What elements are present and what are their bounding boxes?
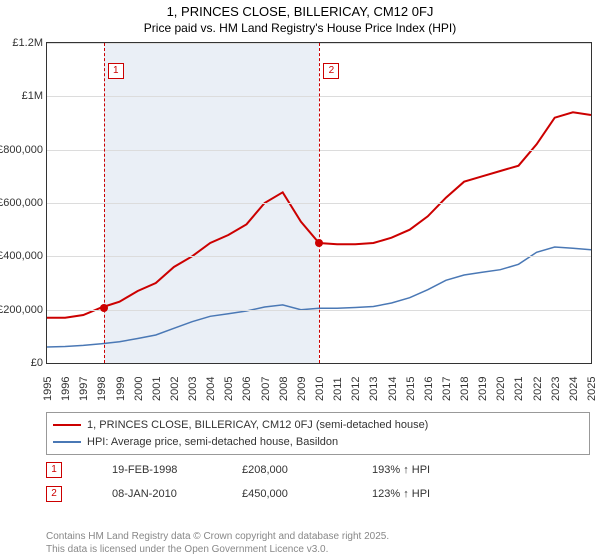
x-axis-label: 1999 xyxy=(115,377,127,401)
legend-row: 1, PRINCES CLOSE, BILLERICAY, CM12 0FJ (… xyxy=(53,417,583,434)
transaction-marker-box: 2 xyxy=(323,63,339,79)
transaction-date: 08-JAN-2010 xyxy=(112,488,192,500)
x-axis-label: 2014 xyxy=(387,377,399,401)
x-axis-label: 2022 xyxy=(532,377,544,401)
x-axis-label: 2023 xyxy=(550,377,562,401)
x-axis-label: 2003 xyxy=(187,377,199,401)
x-axis-label: 2010 xyxy=(314,377,326,401)
footer-line1: Contains HM Land Registry data © Crown c… xyxy=(46,530,389,543)
price-chart: £0£200,000£400,000£600,000£800,000£1M£1.… xyxy=(46,42,592,364)
x-axis-label: 2006 xyxy=(241,377,253,401)
transaction-marker-box: 2 xyxy=(46,486,62,502)
y-axis-label: £1.2M xyxy=(12,37,43,49)
x-axis-label: 2001 xyxy=(151,377,163,401)
legend-swatch xyxy=(53,441,81,443)
transaction-row: 2 08-JAN-2010 £450,000 123% ↑ HPI xyxy=(46,486,452,502)
x-axis-label: 2025 xyxy=(586,377,598,401)
transaction-price: £450,000 xyxy=(242,488,322,500)
transaction-row: 1 19-FEB-1998 £208,000 193% ↑ HPI xyxy=(46,462,452,478)
x-axis-label: 2007 xyxy=(260,377,272,401)
footer-line2: This data is licensed under the Open Gov… xyxy=(46,543,389,556)
y-axis-label: £1M xyxy=(22,90,43,102)
x-axis-label: 2000 xyxy=(133,377,145,401)
x-axis-label: 1998 xyxy=(96,377,108,401)
y-axis-label: £800,000 xyxy=(0,144,43,156)
x-axis-label: 2005 xyxy=(223,377,235,401)
transaction-date: 19-FEB-1998 xyxy=(112,464,192,476)
transaction-price: £208,000 xyxy=(242,464,322,476)
x-axis-label: 2013 xyxy=(368,377,380,401)
transaction-hpi: 193% ↑ HPI xyxy=(372,464,452,476)
legend-row: HPI: Average price, semi-detached house,… xyxy=(53,434,583,451)
legend-label: HPI: Average price, semi-detached house,… xyxy=(87,434,338,451)
x-axis-label: 2018 xyxy=(459,377,471,401)
transaction-hpi: 123% ↑ HPI xyxy=(372,488,452,500)
y-axis-label: £200,000 xyxy=(0,304,43,316)
legend-label: 1, PRINCES CLOSE, BILLERICAY, CM12 0FJ (… xyxy=(87,417,428,434)
x-axis-label: 2012 xyxy=(350,377,362,401)
page-title: 1, PRINCES CLOSE, BILLERICAY, CM12 0FJ xyxy=(0,0,600,21)
x-axis-label: 1995 xyxy=(42,377,54,401)
legend-swatch xyxy=(53,424,81,426)
x-axis-label: 2011 xyxy=(332,377,344,401)
x-axis-label: 2009 xyxy=(296,377,308,401)
x-axis-label: 2024 xyxy=(568,377,580,401)
y-axis-label: £0 xyxy=(31,357,43,369)
page-subtitle: Price paid vs. HM Land Registry's House … xyxy=(0,21,600,37)
legend: 1, PRINCES CLOSE, BILLERICAY, CM12 0FJ (… xyxy=(46,412,590,455)
transaction-point xyxy=(100,304,108,312)
x-axis-label: 1997 xyxy=(78,377,90,401)
transaction-marker-box: 1 xyxy=(108,63,124,79)
x-axis-label: 2016 xyxy=(423,377,435,401)
x-axis-label: 1996 xyxy=(60,377,72,401)
footer-attribution: Contains HM Land Registry data © Crown c… xyxy=(46,530,389,556)
y-axis-label: £400,000 xyxy=(0,250,43,262)
transaction-marker-line xyxy=(319,43,320,363)
x-axis-label: 2019 xyxy=(477,377,489,401)
x-axis-label: 2004 xyxy=(205,377,217,401)
transaction-marker-box: 1 xyxy=(46,462,62,478)
x-axis-label: 2015 xyxy=(405,377,417,401)
x-axis-label: 2021 xyxy=(513,377,525,401)
y-axis-label: £600,000 xyxy=(0,197,43,209)
x-axis-label: 2002 xyxy=(169,377,181,401)
x-axis-label: 2020 xyxy=(495,377,507,401)
transaction-marker-line xyxy=(104,43,105,363)
x-axis-label: 2008 xyxy=(278,377,290,401)
x-axis-label: 2017 xyxy=(441,377,453,401)
